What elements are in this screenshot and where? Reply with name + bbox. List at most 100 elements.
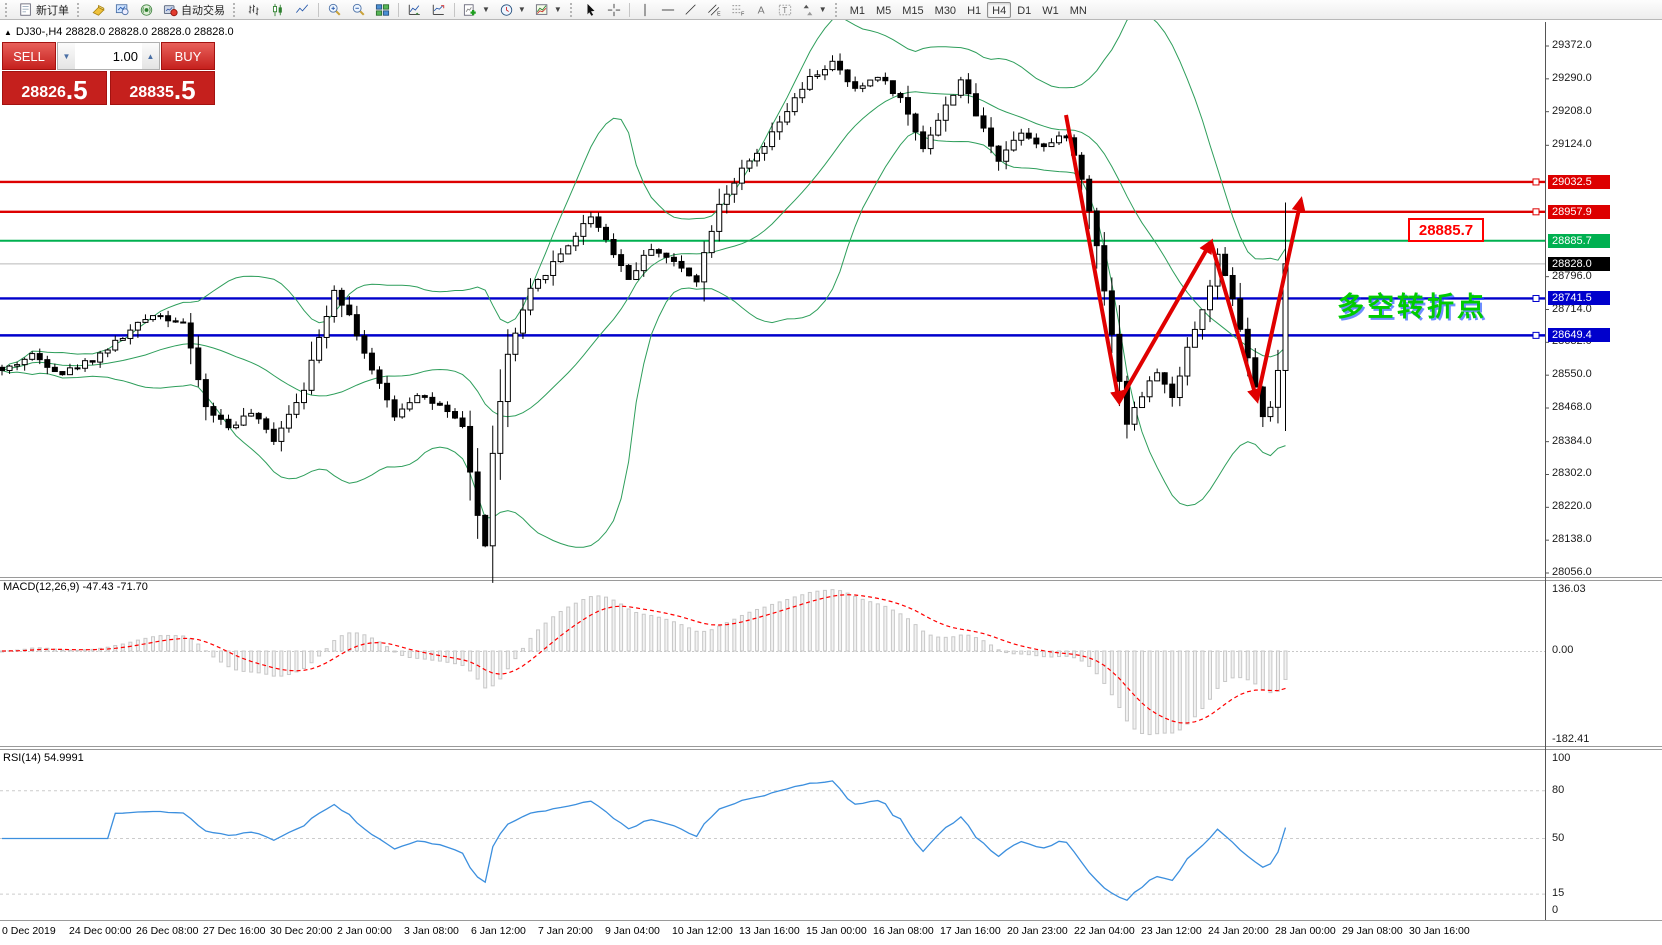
market-watch-button[interactable] (111, 1, 134, 19)
rsi-indicator-label: RSI(14) 54.9991 (3, 752, 84, 764)
price-axis-tick: 29208.0 (1552, 104, 1592, 117)
timeframe-button-d1[interactable]: D1 (1012, 2, 1036, 18)
time-axis-label: 30 Jan 16:00 (1409, 925, 1470, 937)
periods-clock-icon (500, 3, 513, 16)
price-axis-tick: 136.03 (1552, 583, 1586, 595)
add-indicator-icon (463, 3, 476, 16)
new-order-icon (20, 2, 31, 16)
time-axis-label: 7 Jan 20:00 (538, 925, 593, 937)
zoom-in-button[interactable] (323, 1, 346, 19)
templates-button[interactable]: ▼ (531, 1, 566, 19)
timeframe-button-w1[interactable]: W1 (1037, 2, 1064, 18)
timeframe-button-m30[interactable]: M30 (930, 2, 961, 18)
time-axis-label: 26 Dec 08:00 (136, 925, 199, 937)
time-axis-label: 20 Jan 23:00 (1007, 925, 1068, 937)
zoom-in-icon (328, 3, 341, 16)
toolbar-grip[interactable] (77, 2, 83, 17)
price-axis-tick: 28796.0 (1552, 269, 1592, 282)
sell-button[interactable]: SELL (2, 42, 56, 70)
price-axis-level-label: 28649.4 (1548, 328, 1610, 343)
horizontal-line-button[interactable] (657, 1, 679, 19)
tile-windows-button[interactable] (371, 1, 394, 19)
time-axis-label: 10 Jan 12:00 (672, 925, 733, 937)
autotrade-button[interactable]: 自动交易 (159, 1, 229, 19)
trendline-icon (685, 3, 696, 15)
time-axis-label: 16 Jan 08:00 (873, 925, 934, 937)
turning-point-annotation[interactable]: 多空转折点 (1337, 292, 1487, 322)
price-level-annotation[interactable]: 28885.7 (1408, 218, 1484, 242)
symbol-header: ▲ DJ30-,H4 28828.0 28828.0 28828.0 28828.… (4, 26, 234, 38)
price-axis-tick: 100 (1552, 752, 1571, 764)
metaeditor-icon (92, 4, 105, 16)
buy-button[interactable]: BUY (161, 42, 215, 70)
candlestick-button[interactable] (267, 1, 290, 19)
dropdown-caret-icon: ▼ (553, 5, 562, 14)
fibonacci-button[interactable]: F (727, 1, 750, 19)
auto-scroll-icon (408, 4, 420, 15)
chart-shift-button[interactable] (427, 1, 450, 19)
price-axis-level-label: 28957.9 (1548, 204, 1610, 219)
toolbar-grip[interactable] (834, 2, 841, 17)
chevron-down-icon: ▼ (62, 51, 71, 61)
price-axis-tick: 28714.0 (1552, 302, 1592, 315)
crosshair-button[interactable] (603, 1, 625, 19)
time-axis-label: 28 Jan 00:00 (1275, 925, 1336, 937)
buy-price-frac: .5 (173, 75, 196, 105)
text-label-button[interactable]: T (774, 1, 796, 19)
new-order-button[interactable]: 新订单 (15, 1, 73, 19)
zoom-out-button[interactable] (347, 1, 370, 19)
symbol-ohlc-text: DJ30-,H4 28828.0 28828.0 28828.0 28828.0 (15, 26, 234, 38)
periods-button[interactable]: ▼ (495, 1, 530, 19)
volume-increment-button[interactable]: ▲ (142, 43, 159, 69)
time-axis-label: 24 Dec 00:00 (69, 925, 132, 937)
vertical-line-button[interactable] (634, 1, 656, 19)
sell-price[interactable]: 28826.5 (2, 71, 107, 105)
volume-decrement-button[interactable]: ▼ (58, 43, 75, 69)
timeframe-button-mn[interactable]: MN (1065, 2, 1092, 18)
timeframe-button-m1[interactable]: M1 (845, 2, 870, 18)
time-axis-label: 17 Jan 16:00 (940, 925, 1001, 937)
price-axis-tick: 29372.0 (1552, 39, 1592, 51)
alerts-button[interactable] (135, 1, 158, 19)
buy-price[interactable]: 28835.5 (110, 71, 215, 105)
price-axis-tick: 29290.0 (1552, 71, 1592, 84)
line-chart-icon (296, 3, 309, 13)
text-button[interactable]: A (751, 1, 773, 19)
price-axis-tick: 28550.0 (1552, 368, 1592, 381)
price-axis-level-label: 28828.0 (1548, 256, 1610, 271)
time-axis-label: 3 Jan 08:00 (404, 925, 459, 937)
volume-input[interactable]: 1.00 (112, 48, 138, 64)
bar-chart-button[interactable] (243, 1, 266, 19)
time-axis-label: 0 Dec 2019 (2, 925, 56, 937)
timeframe-button-m15[interactable]: M15 (897, 2, 928, 18)
dropdown-caret-icon: ▼ (517, 5, 526, 14)
cursor-button[interactable] (580, 1, 602, 19)
auto-scroll-button[interactable] (403, 1, 426, 19)
timeframe-button-h1[interactable]: H1 (962, 2, 986, 18)
symbol-trend-icon: ▲ (4, 28, 12, 37)
main-toolbar: 新订单 自动交易 (0, 0, 1662, 20)
price-axis-tick: 0.00 (1552, 644, 1574, 656)
arrows-button[interactable]: ▼ (797, 1, 831, 19)
one-click-trading-panel: SELL ▼ 1.00 ▲ BUY 28826.5 28835.5 (2, 42, 215, 105)
sell-price-int: 28826 (21, 84, 66, 101)
add-indicator-button[interactable]: ▼ (459, 1, 494, 19)
line-chart-button[interactable] (291, 1, 314, 19)
time-axis-label: 27 Dec 16:00 (203, 925, 266, 937)
toolbar-grip[interactable] (233, 2, 239, 17)
price-axis-tick: 80 (1552, 783, 1565, 796)
toolbar-grip[interactable] (5, 2, 11, 17)
channel-button[interactable]: E (703, 1, 726, 19)
metaeditor-button[interactable] (87, 1, 110, 19)
macd-indicator-label: MACD(12,26,9) -47.43 -71.70 (3, 581, 148, 593)
trendline-button[interactable] (680, 1, 702, 19)
price-axis-tick: -182.41 (1552, 733, 1590, 745)
timeframe-button-h4[interactable]: H4 (987, 1, 1012, 18)
toolbar-grip[interactable] (569, 2, 576, 17)
autotrade-label: 自动交易 (181, 4, 225, 17)
price-axis-tick: 28138.0 (1552, 533, 1592, 546)
tile-windows-icon (375, 3, 390, 16)
timeframe-button-m5[interactable]: M5 (871, 2, 896, 18)
